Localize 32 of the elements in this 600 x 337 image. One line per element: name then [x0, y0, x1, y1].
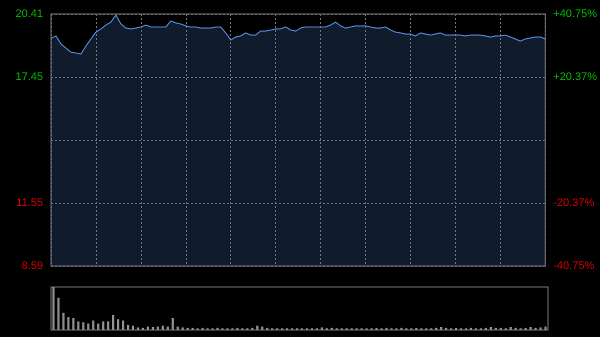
bar	[156, 326, 159, 330]
y2-tick-label: +40.75%	[553, 8, 598, 20]
bar	[182, 327, 184, 330]
bar	[92, 320, 94, 330]
y2-tick-label: -40.75%	[553, 260, 594, 272]
bar	[544, 326, 547, 330]
y2-tick-label: +20.37%	[553, 71, 598, 84]
bar	[176, 326, 179, 330]
bar	[172, 318, 174, 330]
bar	[97, 324, 100, 330]
y-tick-label: 20.41	[15, 8, 43, 20]
bar	[490, 326, 492, 330]
bar	[132, 326, 134, 330]
bar	[82, 322, 84, 330]
bar	[102, 321, 104, 330]
bar	[510, 326, 512, 330]
bar	[107, 321, 110, 330]
bar	[166, 326, 169, 330]
y-tick-label: 8.59	[22, 260, 43, 272]
bar	[67, 317, 70, 330]
bar	[72, 318, 74, 330]
y-tick-label: 17.45	[15, 71, 43, 84]
bar	[256, 326, 258, 330]
y-tick-label: 11.55	[16, 196, 43, 209]
bar	[440, 326, 442, 330]
bar	[77, 321, 80, 330]
bar	[87, 324, 90, 330]
bar	[146, 326, 150, 330]
bar	[261, 326, 264, 330]
y2-tick-label: -20.37%	[553, 196, 594, 209]
bar	[162, 326, 164, 330]
bar	[320, 327, 323, 330]
